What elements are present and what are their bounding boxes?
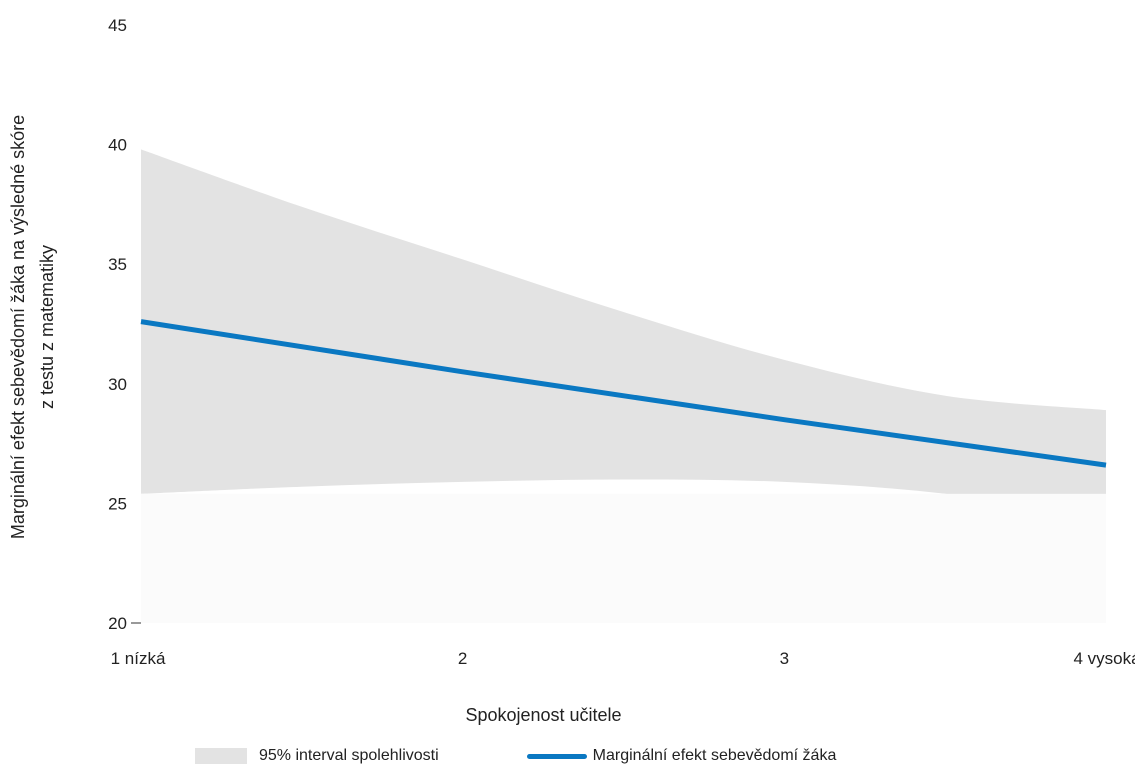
y-tick-label: 45 (108, 16, 127, 35)
legend: 95% interval spolehlivosti Marginální ef… (195, 747, 836, 765)
legend-item-confidence-band: 95% interval spolehlivosti (195, 747, 439, 765)
y-tick-label: 35 (108, 255, 127, 274)
y-tick-label: 40 (108, 136, 127, 155)
x-axis-title: Spokojenost učitele (465, 705, 621, 725)
y-axis-title-line-2: z testu z matematiky (37, 245, 57, 409)
y-axis-title-line-1: Marginální efekt sebevědomí žáka na výsl… (8, 115, 28, 539)
legend-band-swatch (195, 748, 247, 764)
x-tick-labels: 1 nízká 2 3 4 vysoká (111, 649, 1135, 668)
x-tick-label: 4 vysoká (1073, 649, 1135, 668)
chart: 20 25 30 35 40 45 1 nízká 2 3 4 vysoká Spokojeno… (8, 16, 1135, 725)
plot-background-strip (141, 493, 1106, 623)
x-tick-label: 3 (780, 649, 789, 668)
series-line-marginal-effect (140, 319, 1107, 468)
confidence-band-layer (141, 149, 1106, 623)
y-tick-label: 20 (108, 614, 127, 633)
confidence-band-area (141, 149, 1106, 521)
legend-item-marginal-effect: Marginální efekt sebevědomí žáka (526, 747, 837, 765)
x-tick-label: 2 (458, 649, 467, 668)
legend-band-label: 95% interval spolehlivosti (259, 747, 439, 764)
x-tick-label: 1 nízká (111, 649, 166, 668)
y-tick-label: 25 (108, 494, 127, 513)
legend-line-label: Marginální efekt sebevědomí žáka (592, 747, 837, 764)
legend-line-swatch (526, 753, 587, 759)
series-layer (140, 319, 1107, 468)
y-tick-labels: 20 25 30 35 40 45 (108, 16, 127, 633)
y-tick-label: 30 (108, 375, 127, 394)
